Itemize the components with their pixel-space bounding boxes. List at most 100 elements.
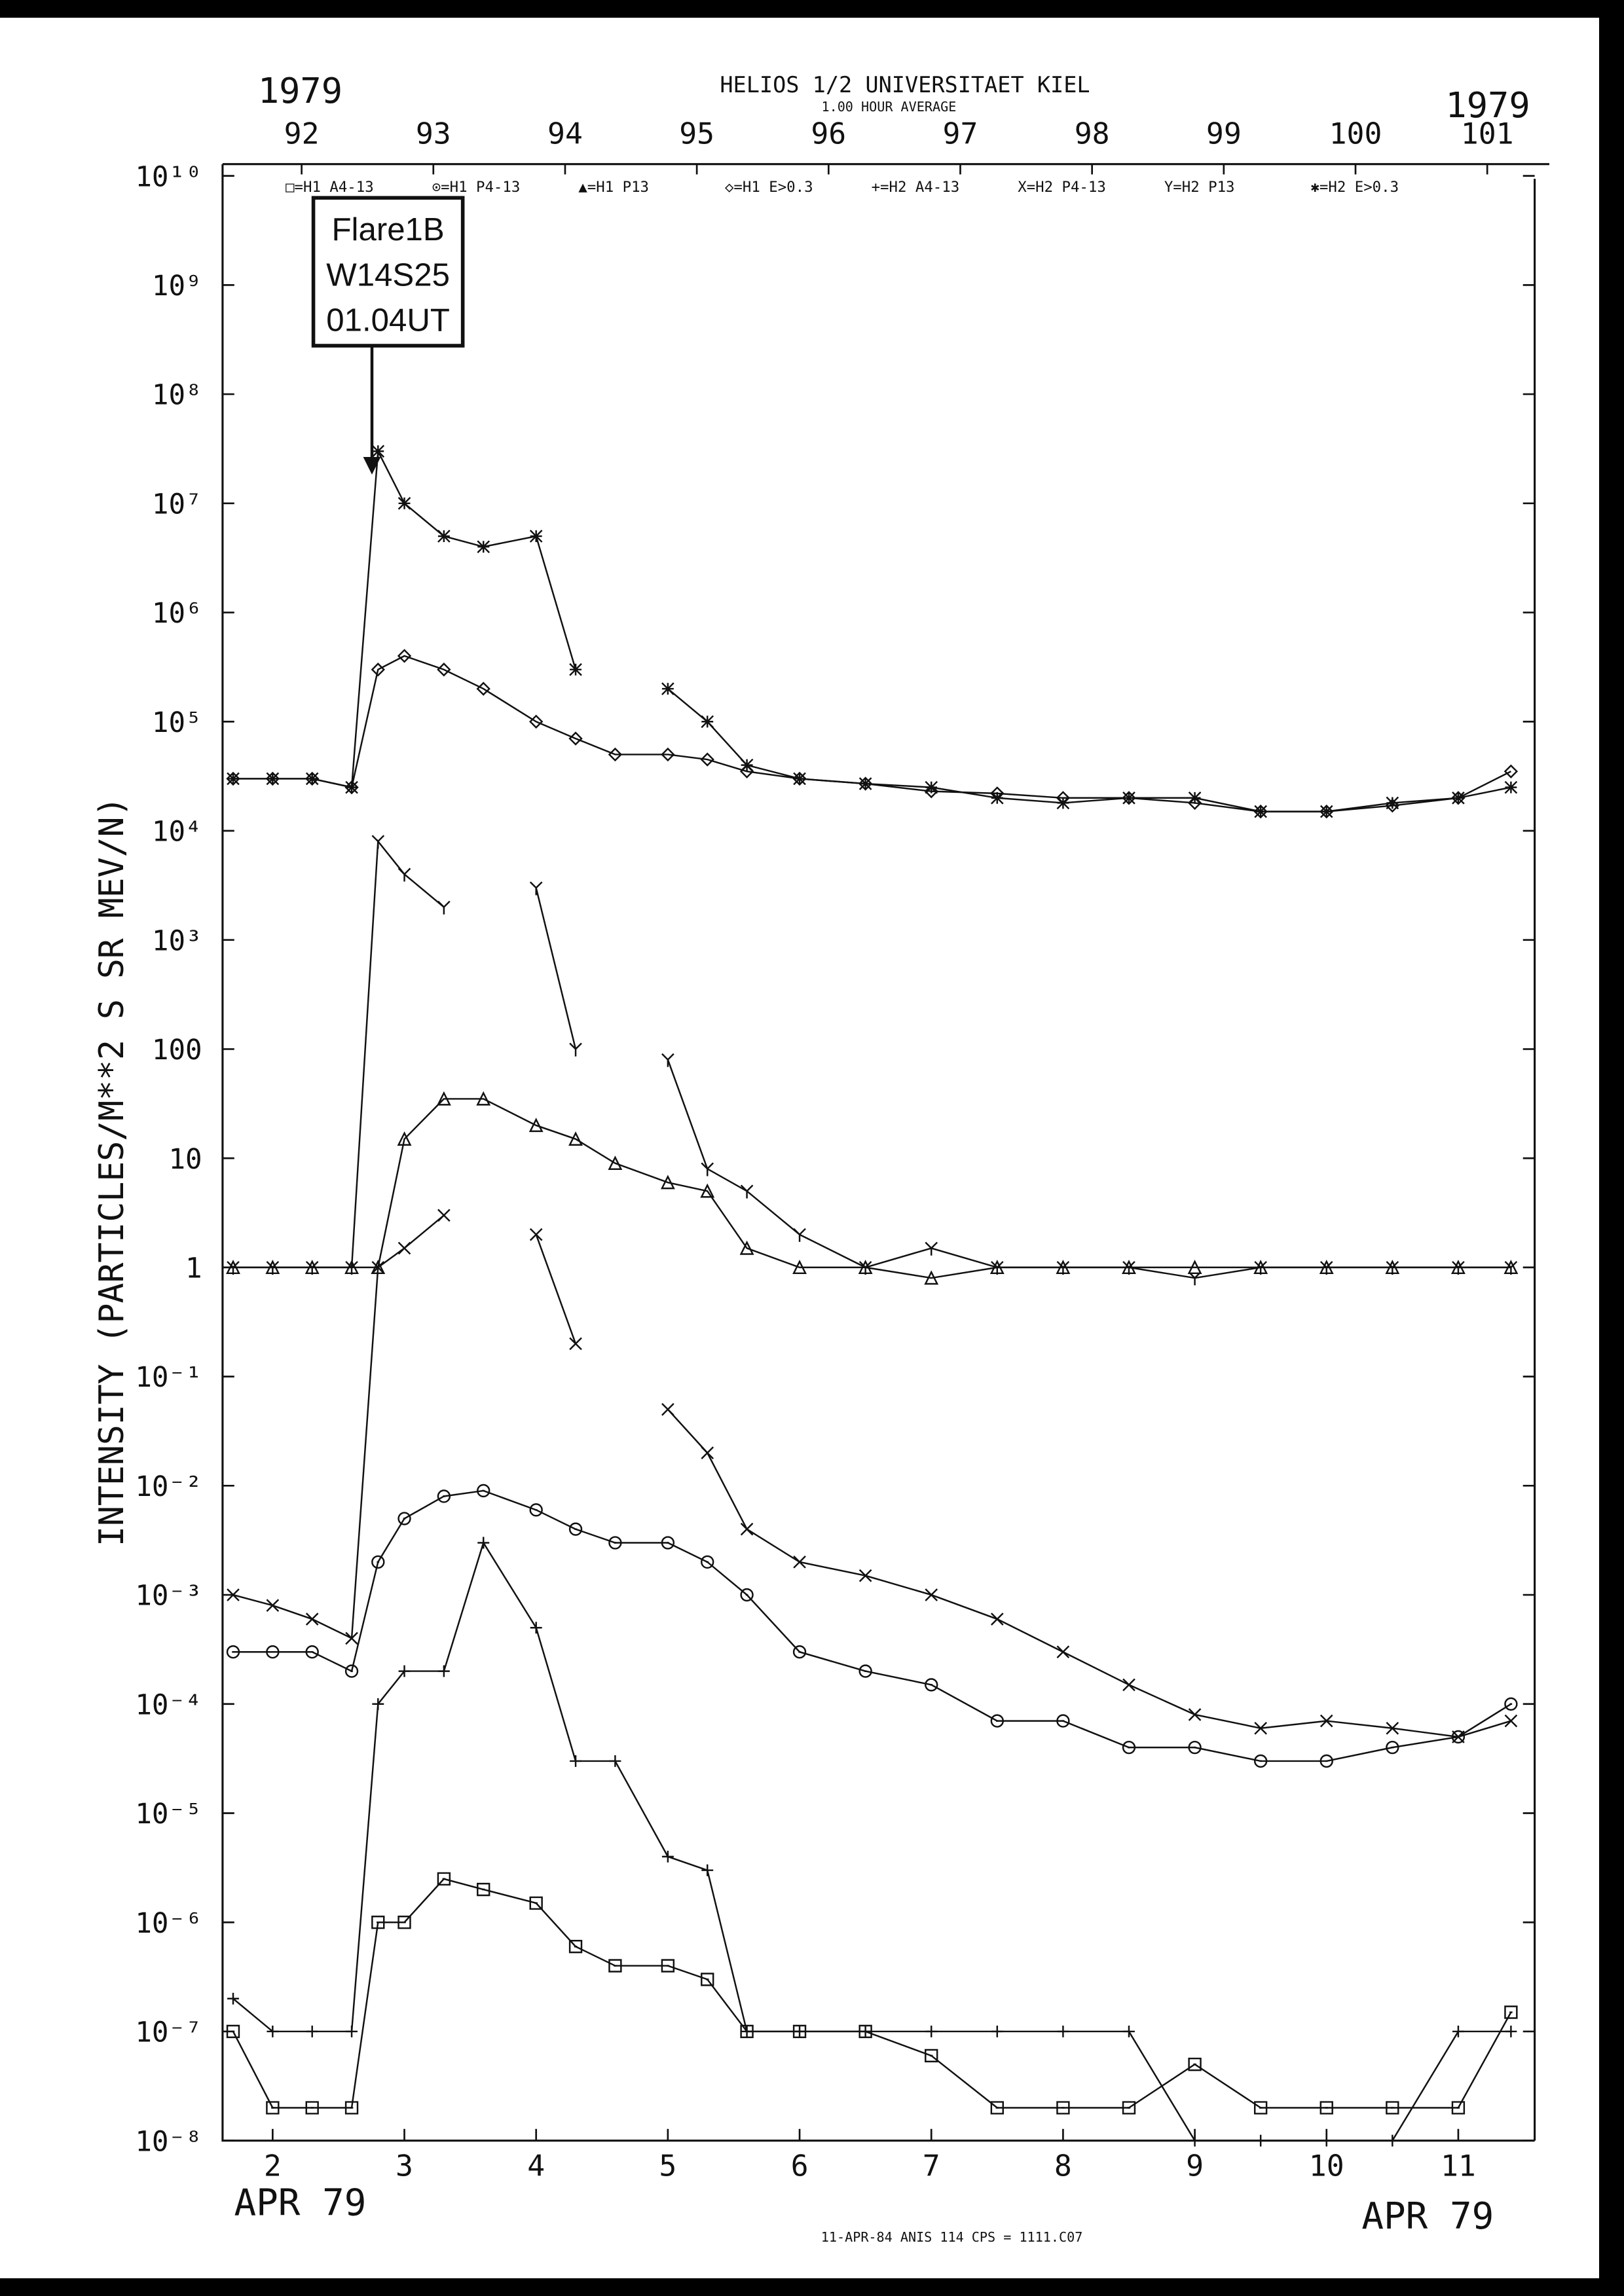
legend-entry: X=H2 P4-13 [1018,179,1106,196]
data-marker [608,1536,622,1550]
data-marker [661,1536,675,1550]
data-marker [1056,796,1070,810]
data-marker [740,1184,754,1199]
data-marker [345,780,358,794]
legend-entry: ◇=H1 E>0.3 [725,179,813,196]
x2-tick-label: 99 [1206,116,1242,151]
data-marker [477,1882,490,1897]
data-marker [924,784,938,799]
data-marker [266,2101,280,2115]
data-marker [305,772,319,786]
data-marker [661,1850,674,1863]
data-marker [608,747,623,762]
data-marker [1386,1261,1399,1275]
y-tick-label: 10¹⁰ [135,161,202,193]
data-marker [700,752,714,767]
data-marker [529,1228,543,1241]
x2-tick-label: 97 [943,116,978,151]
data-marker [266,772,280,786]
data-marker [1253,2101,1268,2115]
data-marker [858,776,873,791]
chart-subtitle: 1.00 HOUR AVERAGE [821,99,956,115]
data-marker [397,1916,411,1929]
data-marker [660,1175,675,1190]
data-marker [477,1484,490,1498]
data-marker [793,1556,806,1569]
data-marker [794,2025,805,2037]
data-marker [793,1228,806,1242]
y-tick-label: 10³ [152,925,202,957]
x2-tick-label: 95 [679,116,714,151]
data-marker [925,2025,938,2037]
data-marker [570,1755,581,1767]
data-marker [305,1613,319,1626]
data-marker [1189,2134,1201,2147]
y-tick-label: 10⁻³ [135,1580,202,1613]
data-marker [740,1588,754,1602]
y-tick-label: 10⁻¹ [135,1362,202,1394]
data-marker [476,1091,491,1106]
data-marker [437,900,451,915]
data-marker [1254,1721,1267,1735]
data-marker [306,2025,318,2037]
x-tick-label: 4 [527,2148,545,2183]
data-marker [371,835,385,849]
data-marker [740,1522,754,1536]
data-marker [1320,1261,1333,1275]
y-tick-label: 10⁷ [152,488,202,520]
y-tick-label: 10⁸ [152,380,202,412]
x-tick-label: 5 [659,2148,676,2183]
data-marker [990,1714,1004,1728]
data-marker [1057,2025,1069,2037]
data-marker [227,772,240,786]
annotation-box [311,196,465,348]
data-marker [528,1118,544,1133]
data-marker [437,1665,450,1677]
x2-tick-label: 101 [1461,116,1514,151]
data-marker [990,1261,1004,1275]
data-marker [1504,764,1519,778]
footer: 11-APR-84 ANIS 114 CPS = 1111.C07 [821,2229,1083,2245]
data-marker [701,1864,714,1876]
data-marker [990,2101,1004,2115]
x-tick-label: 3 [396,2148,413,2183]
data-marker [227,1992,239,2005]
data-marker [740,758,754,772]
data-marker [397,649,412,663]
data-marker [1386,2101,1399,2115]
data-marker [1320,1754,1333,1768]
data-marker [569,1337,582,1351]
data-marker [661,682,674,695]
data-marker [305,1261,319,1275]
data-marker [1187,1260,1202,1275]
y-tick-label: 10⁻² [135,1471,202,1503]
data-marker [344,780,359,795]
data-marker [1254,805,1267,818]
data-marker [227,1261,240,1275]
data-marker [661,1053,674,1067]
y-tick-label: 10⁻⁵ [135,1798,202,1831]
data-marker [227,1588,240,1601]
x2-tick-label: 98 [1075,116,1110,151]
data-marker [477,1537,490,1549]
x-tick-label: 2 [264,2148,282,2183]
y-tick-label: 10⁻⁶ [135,1908,202,1940]
legend-entry: Y=H2 P13 [1164,179,1235,196]
y-tick-label: 10⁻⁸ [135,2126,202,2158]
data-marker [529,530,543,543]
data-marker [701,1555,714,1569]
data-marker [792,1260,807,1275]
series-line [232,1878,1512,2109]
x-tick-label: 11 [1441,2148,1476,2183]
data-marker [1386,2134,1399,2147]
data-marker [568,1940,583,1954]
data-marker [569,663,582,676]
data-marker [1123,2025,1135,2037]
series-line [233,1098,1511,1279]
series-line [233,1489,1512,1762]
data-marker [397,1241,411,1255]
data-marker [530,1622,542,1634]
data-marker [925,1588,938,1601]
data-marker [1504,1714,1518,1728]
